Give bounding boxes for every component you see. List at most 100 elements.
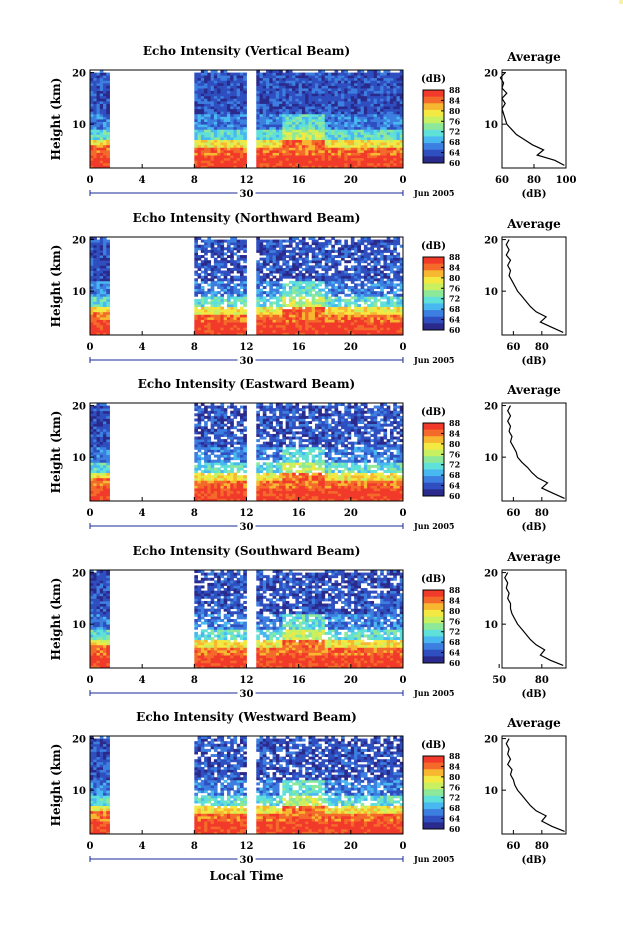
heatmap-cell: [227, 268, 231, 271]
heatmap-cell: [335, 322, 339, 325]
heatmap-cell: [331, 245, 335, 248]
heatmap-cell: [106, 488, 110, 491]
heatmap-cell: [289, 268, 293, 271]
heatmap-cell: [260, 142, 264, 145]
heatmap-cell: [90, 142, 94, 145]
heatmap-cell: [233, 127, 237, 130]
heatmap-cell: [100, 478, 104, 481]
heatmap-cell: [220, 330, 224, 333]
heatmap-cell: [357, 122, 361, 125]
heatmap-cell: [295, 160, 299, 163]
heatmap-cell: [396, 140, 400, 143]
heatmap-cell: [103, 475, 107, 478]
heatmap-cell: [97, 75, 101, 78]
heatmap-cell: [308, 247, 312, 250]
heatmap-cell: [318, 114, 322, 117]
heatmap-cell: [380, 140, 384, 143]
heatmap-cell: [318, 294, 322, 297]
heatmap-cell: [315, 327, 319, 330]
heatmap-cell: [211, 137, 215, 140]
heatmap-cell: [269, 111, 273, 114]
heatmap-cell: [100, 104, 104, 107]
heatmap-cell: [106, 304, 110, 307]
heatmap-cell: [211, 142, 215, 145]
heatmap-cell: [263, 122, 267, 125]
heatmap-cell: [207, 273, 211, 276]
heatmap-cell: [260, 309, 264, 312]
colorbar-unit: (dB): [421, 74, 446, 85]
heatmap-cell: [198, 320, 202, 323]
heatmap-cell: [335, 101, 339, 104]
heatmap-cell: [354, 101, 358, 104]
heatmap-cell: [295, 276, 299, 279]
heatmap-cell: [390, 322, 394, 325]
heatmap-cell: [198, 109, 202, 112]
heatmap-cell: [204, 258, 208, 261]
heatmap-cell: [220, 85, 224, 88]
heatmap-cell: [240, 88, 244, 91]
heatmap-cell: [383, 129, 387, 132]
heatmap-cell: [302, 268, 306, 271]
heatmap-cell: [237, 260, 241, 263]
heatmap-cell: [256, 124, 260, 127]
heatmap-cell: [351, 325, 355, 328]
heatmap-cell: [341, 96, 345, 99]
heatmap-cell: [315, 80, 319, 83]
heatmap-cell: [201, 294, 205, 297]
heatmap-cell: [237, 116, 241, 119]
heatmap-cell: [396, 299, 400, 302]
heatmap-cell: [90, 247, 94, 250]
heatmap-cell: [266, 250, 270, 253]
heatmap-cell: [299, 322, 303, 325]
heatmap-cell: [315, 330, 319, 333]
heatmap-cell: [312, 327, 316, 330]
heatmap-cell: [308, 127, 312, 130]
heatmap-cell: [237, 250, 241, 253]
heatmap-cell: [292, 109, 296, 112]
heatmap-cell: [308, 153, 312, 156]
heatmap-cell: [357, 268, 361, 271]
heatmap-cell: [335, 111, 339, 114]
heatmap-cell: [335, 273, 339, 276]
heatmap-cell: [233, 142, 237, 145]
heatmap-cell: [344, 132, 348, 135]
panel-title: Echo Intensity (Vertical Beam): [143, 44, 350, 58]
heatmap-cell: [299, 91, 303, 94]
heatmap-cell: [302, 322, 306, 325]
heatmap-cell: [299, 150, 303, 153]
heatmap-cell: [328, 296, 332, 299]
heatmap-cell: [367, 122, 371, 125]
heatmap-cell: [106, 80, 110, 83]
heatmap-cell: [97, 106, 101, 109]
heatmap-cell: [227, 330, 231, 333]
heatmap-cell: [211, 314, 215, 317]
heatmap-cell: [224, 286, 228, 289]
heatmap-cell: [90, 304, 94, 307]
heatmap-cell: [344, 276, 348, 279]
heatmap-cell: [224, 88, 228, 91]
heatmap-cell: [282, 114, 286, 117]
x-tick-label: 12: [240, 342, 254, 353]
heatmap-cell: [282, 142, 286, 145]
colorbar-tick-label: 84: [449, 262, 461, 272]
heatmap-cell: [227, 78, 231, 81]
heatmap-cell: [256, 75, 260, 78]
heatmap-cell: [90, 96, 94, 99]
heatmap-cell: [364, 322, 368, 325]
heatmap-cell: [390, 255, 394, 258]
heatmap-cell: [331, 142, 335, 145]
panel-title: Echo Intensity (Eastward Beam): [138, 377, 355, 391]
heatmap-cell: [214, 242, 218, 245]
heatmap-cell: [233, 104, 237, 107]
heatmap-cell: [100, 137, 104, 140]
heatmap-cell: [380, 153, 384, 156]
heatmap-cell: [321, 276, 325, 279]
heatmap-cell: [90, 325, 94, 328]
heatmap-cell: [220, 93, 224, 96]
heatmap-cell: [103, 307, 107, 310]
heatmap-cell: [338, 145, 342, 148]
heatmap-cell: [338, 114, 342, 117]
heatmap-cell: [224, 106, 228, 109]
heatmap-cell: [302, 314, 306, 317]
heatmap-cell: [240, 247, 244, 250]
